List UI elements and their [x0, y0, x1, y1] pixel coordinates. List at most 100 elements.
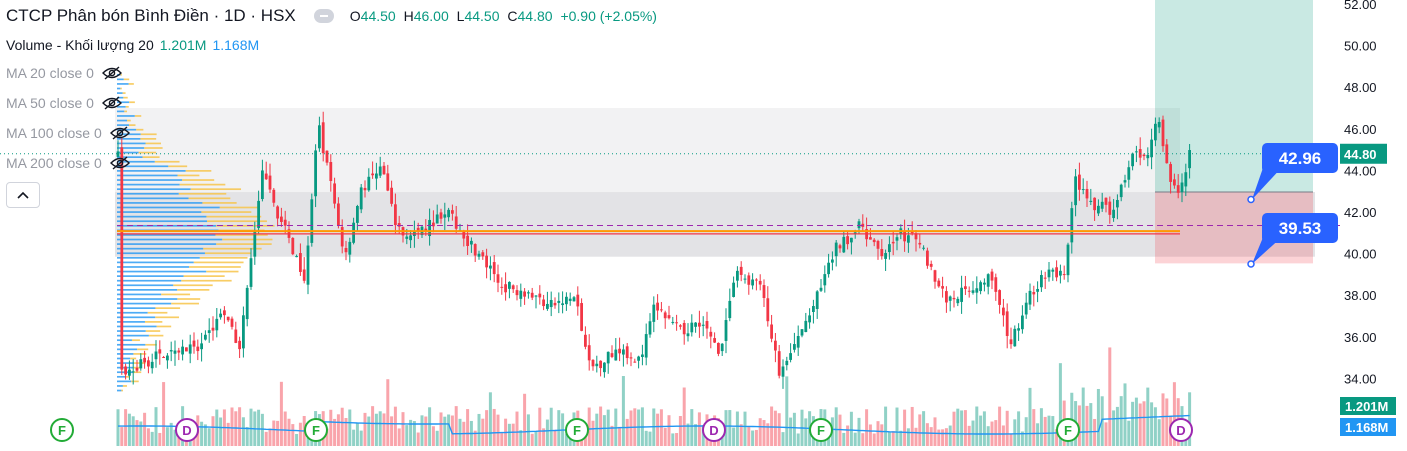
collapse-legend-button[interactable]: [6, 182, 40, 208]
candle-up: [979, 282, 982, 292]
candle-down: [158, 349, 162, 354]
candle-up: [295, 256, 298, 258]
volume-bar: [975, 406, 979, 446]
profile-bar-down: [183, 275, 225, 277]
price-axis-tick: 46.00: [1344, 122, 1377, 137]
candle-down: [211, 327, 215, 331]
candle-down: [462, 230, 466, 239]
candle-up: [960, 287, 963, 302]
marker-circle: [809, 418, 833, 442]
financial-event-marker[interactable]: F: [1056, 418, 1080, 442]
candle-down: [869, 237, 872, 240]
volume-bar: [1123, 383, 1127, 446]
volume-bar: [530, 433, 534, 446]
volume-bar: [507, 423, 511, 446]
eye-hidden-icon[interactable]: [101, 96, 122, 110]
candle-down: [397, 223, 401, 227]
candle-up: [257, 200, 260, 229]
candle-up: [477, 253, 481, 257]
volume-value: 1.201M: [159, 37, 207, 53]
profile-bar-down: [155, 316, 180, 319]
candle-down: [515, 290, 519, 296]
candle-up: [181, 346, 184, 355]
candle-down: [337, 203, 340, 226]
eye-hidden-icon[interactable]: [101, 66, 122, 80]
eye-hidden-icon[interactable]: [109, 126, 130, 140]
profile-bar-down: [145, 343, 157, 346]
volume-bar: [1138, 403, 1142, 446]
volume-bar: [124, 409, 128, 446]
dividend-event-marker[interactable]: D: [175, 418, 199, 442]
profile-bar-down: [177, 298, 201, 300]
candle-up: [435, 214, 439, 224]
candle-up: [188, 344, 192, 354]
profile-bar-down: [193, 261, 244, 264]
price-axis-tick: 34.00: [1344, 371, 1377, 386]
volume-bar: [777, 413, 781, 446]
ma-100-legend[interactable]: MA 100 close 0: [6, 118, 661, 148]
dividend-event-marker[interactable]: D: [702, 418, 726, 442]
candle-up: [1146, 154, 1150, 159]
target-price-callout[interactable]: 42.96: [1247, 143, 1338, 204]
volume-bar: [610, 425, 614, 446]
volume-legend[interactable]: Volume - Khối lượng 20 1.201M 1.168M: [6, 37, 260, 53]
volume-bar: [523, 393, 527, 446]
candle-up: [804, 320, 808, 333]
profile-bar-up: [117, 128, 137, 131]
candle-up: [166, 355, 169, 361]
candle-up: [812, 306, 815, 312]
candle-down: [485, 255, 488, 268]
candle-down: [321, 122, 325, 154]
volume-bar: [162, 382, 166, 446]
candle-down: [964, 286, 967, 290]
volume-bar: [986, 426, 990, 446]
candle-down: [929, 263, 933, 267]
candle-up: [261, 170, 264, 200]
profile-bar-up: [117, 119, 128, 122]
marker-circle: [304, 418, 328, 442]
candle-up: [519, 290, 523, 299]
volume-bar: [348, 409, 352, 446]
profile-bar-down: [148, 334, 164, 337]
last-price-badge: [1340, 143, 1387, 164]
profile-bar-down: [203, 247, 262, 250]
volume-bar: [542, 428, 546, 446]
symbol-title[interactable]: CTCP Phân bón Bình Điền · 1D · HSX: [6, 6, 296, 25]
volume-ma-value: 1.168M: [212, 37, 260, 53]
financial-event-marker[interactable]: F: [50, 418, 74, 442]
volume-bar: [211, 416, 215, 446]
candle-up: [732, 282, 735, 297]
volume-bar: [587, 407, 591, 446]
volume-bar: [853, 432, 857, 446]
volume-bar: [355, 422, 359, 446]
volume-bar: [785, 376, 789, 446]
volume-bar: [937, 429, 941, 446]
volume-bar: [1013, 419, 1017, 446]
candle-up: [1135, 151, 1138, 153]
financial-event-marker[interactable]: F: [809, 418, 833, 442]
volume-bar: [557, 410, 561, 446]
dividend-event-marker[interactable]: D: [1169, 418, 1193, 442]
financial-event-marker[interactable]: F: [565, 418, 589, 442]
volume-bar: [1058, 363, 1062, 446]
profile-bar-up: [117, 101, 130, 104]
ma-200-legend[interactable]: MA 200 close 0: [6, 148, 661, 178]
volume-bar: [534, 431, 538, 446]
candle-down: [162, 357, 165, 359]
volume-bar: [359, 430, 363, 446]
profile-bar-up: [117, 252, 205, 255]
stop-price-callout[interactable]: 39.53: [1247, 213, 1338, 268]
ma-50-legend[interactable]: MA 50 close 0: [6, 88, 661, 118]
volume-bar: [257, 409, 261, 446]
volume-bar: [333, 418, 337, 446]
profile-bar-up: [117, 83, 129, 85]
eye-hidden-icon[interactable]: [109, 156, 130, 170]
ma-20-legend[interactable]: MA 20 close 0: [6, 58, 661, 88]
financial-event-marker[interactable]: F: [304, 418, 328, 442]
candle-down: [990, 271, 994, 281]
candle-up: [690, 322, 694, 333]
price-axis-tick: 38.00: [1344, 288, 1377, 303]
profile-bar-down: [124, 110, 128, 113]
volume-bar: [963, 410, 967, 446]
